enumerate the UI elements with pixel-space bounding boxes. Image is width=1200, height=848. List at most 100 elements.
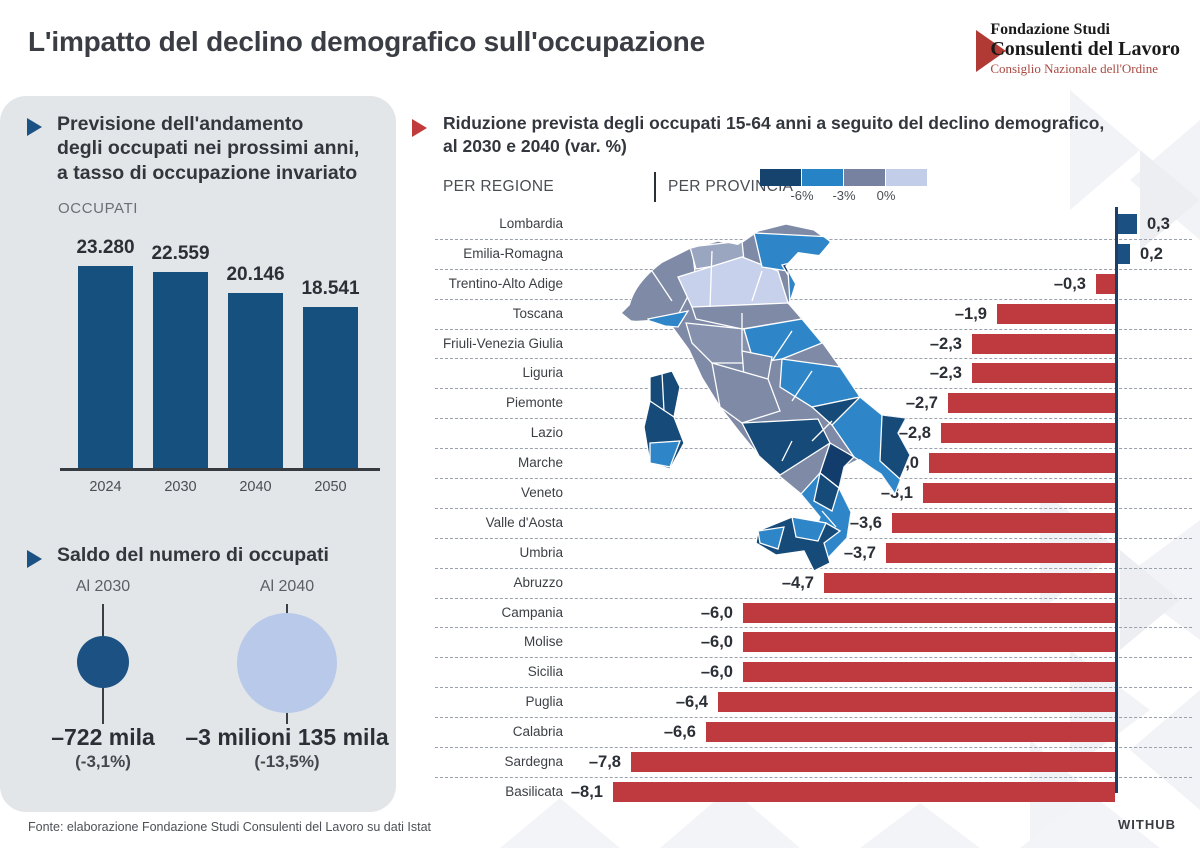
fondazione-logo: Fondazione Studi Consulenti del Lavoro C… bbox=[976, 21, 1180, 76]
logo-line2: Consulenti del Lavoro bbox=[990, 37, 1180, 60]
region-row: Veneto –3,1 bbox=[435, 479, 1192, 509]
tab-divider bbox=[653, 172, 656, 202]
region-bar bbox=[743, 632, 1115, 653]
region-row: Molise –6,0 bbox=[435, 628, 1192, 659]
region-value: –2,7 bbox=[905, 394, 938, 413]
withub-brand: WITHUB bbox=[1118, 817, 1176, 832]
logo-line3: Consiglio Nazionale dell'Ordine bbox=[990, 60, 1159, 76]
bar-category-label: 2024 bbox=[89, 479, 122, 495]
region-row: Piemonte –2,7 bbox=[435, 389, 1192, 420]
blue-arrow-icon bbox=[27, 118, 42, 136]
saldo-2040-value: –3 milioni 135 mila bbox=[185, 724, 389, 750]
region-value: –1,9 bbox=[954, 304, 987, 323]
region-value: –3,1 bbox=[880, 484, 913, 503]
saldo-2040-label: Al 2040 bbox=[259, 578, 315, 595]
region-bar bbox=[886, 542, 1115, 563]
region-label: Marche bbox=[517, 455, 563, 471]
region-label: Friuli-Venezia Giulia bbox=[442, 335, 563, 351]
region-row: Lazio –2,8 bbox=[435, 419, 1192, 450]
region-label: Campania bbox=[501, 604, 563, 620]
reduction-heading: Riduzione prevista degli occupati 15-64 … bbox=[443, 113, 1105, 156]
forecast-heading: Previsione dell'andamento degli occupati… bbox=[57, 113, 360, 184]
region-value: –6,0 bbox=[700, 603, 733, 622]
region-value: –6,0 bbox=[700, 633, 733, 652]
blue-arrow-icon bbox=[27, 550, 42, 568]
saldo-2030-group: Al 2030 –722 mila (-3,1%) bbox=[0, 578, 213, 771]
region-bar bbox=[923, 483, 1115, 504]
legend-segment bbox=[802, 169, 843, 186]
region-bar bbox=[706, 722, 1115, 743]
region-bar bbox=[718, 692, 1115, 713]
bar-value-label: 18.541 bbox=[301, 278, 360, 299]
legend-ticks: -6% -3% 0% bbox=[760, 186, 927, 203]
region-label: Valle d'Aosta bbox=[485, 514, 563, 530]
region-label: Piemonte bbox=[505, 395, 563, 411]
saldo-2030-bubble bbox=[77, 636, 129, 688]
region-bar bbox=[972, 363, 1115, 384]
occupati-chart: 23.280 2024 22.559 2030 20.146 2040 18.541 2050 bbox=[60, 237, 380, 495]
region-row: Emilia-Romagna 0,2 bbox=[435, 240, 1192, 270]
region-row: Sardegna –7,8 bbox=[435, 748, 1192, 778]
bar-category-label: 2050 bbox=[314, 479, 347, 495]
region-value: 0,3 bbox=[1147, 215, 1170, 233]
legend-color-bar bbox=[760, 169, 927, 186]
region-label: Emilia-Romagna bbox=[463, 245, 563, 261]
bar-value-label: 22.559 bbox=[151, 243, 210, 264]
region-label: Liguria bbox=[522, 365, 563, 381]
region-row: Abruzzo –4,7 bbox=[435, 569, 1192, 599]
bar-category-label: 2030 bbox=[164, 479, 197, 495]
page-title: L'impatto del declino demografico sull'o… bbox=[28, 26, 705, 57]
region-label: Sardegna bbox=[504, 754, 563, 770]
bar bbox=[153, 272, 208, 468]
region-label: Lazio bbox=[530, 425, 563, 441]
region-label: Abruzzo bbox=[513, 574, 563, 590]
saldo-2040-pct: (-13,5%) bbox=[254, 752, 320, 771]
bar bbox=[303, 307, 358, 468]
region-label: Trentino-Alto Adige bbox=[448, 275, 563, 291]
region-bar bbox=[743, 602, 1115, 623]
region-label: Lombardia bbox=[499, 216, 563, 231]
region-row: Toscana –1,9 bbox=[435, 300, 1192, 330]
saldo-heading: Saldo del numero di occupati bbox=[57, 544, 329, 566]
region-bar bbox=[743, 662, 1115, 683]
region-value: –6,6 bbox=[663, 723, 696, 742]
region-bar bbox=[613, 781, 1115, 802]
region-label: Basilicata bbox=[505, 783, 563, 799]
tab-per-regione[interactable]: PER REGIONE bbox=[443, 178, 554, 195]
region-value: –3,7 bbox=[843, 543, 876, 562]
bar-value-label: 20.146 bbox=[226, 264, 285, 285]
region-bar bbox=[824, 572, 1115, 593]
region-row: Umbria –3,7 bbox=[435, 539, 1192, 569]
region-value: –2,3 bbox=[929, 364, 962, 383]
region-row: Liguria –2,3 bbox=[435, 359, 1192, 390]
region-row: Trentino-Alto Adige –0,3 bbox=[435, 270, 1192, 300]
legend-segment bbox=[886, 169, 927, 186]
region-chart-rows: Lombardia 0,3 Emilia-Romagna 0,2 Trentino-Al… bbox=[435, 210, 1192, 807]
bar-value-label: 23.280 bbox=[76, 237, 135, 258]
region-row: Campania –6,0 bbox=[435, 599, 1192, 629]
bar bbox=[78, 266, 133, 468]
region-value: –8,1 bbox=[570, 782, 603, 801]
region-bar bbox=[972, 333, 1115, 354]
region-row: Calabria –6,6 bbox=[435, 718, 1192, 749]
region-value: 0,2 bbox=[1140, 244, 1163, 263]
region-row: Friuli-Venezia Giulia –2,3 bbox=[435, 330, 1192, 360]
region-value: –4,7 bbox=[781, 573, 814, 592]
region-label: Calabria bbox=[512, 724, 563, 740]
region-label: Puglia bbox=[525, 694, 563, 710]
region-bar bbox=[941, 423, 1115, 444]
region-label: Veneto bbox=[520, 485, 563, 501]
legend-segment bbox=[844, 169, 885, 186]
region-value: –2,3 bbox=[929, 334, 962, 353]
region-row: Lombardia 0,3 bbox=[435, 210, 1192, 240]
logo-triangle-icon bbox=[976, 29, 1007, 72]
bar bbox=[228, 293, 283, 468]
region-value: –0,3 bbox=[1053, 274, 1086, 293]
legend-segment bbox=[760, 169, 801, 186]
region-value: –6,0 bbox=[700, 663, 733, 682]
region-row: Valle d'Aosta –3,6 bbox=[435, 509, 1192, 539]
saldo-2030-pct: (-3,1%) bbox=[75, 752, 131, 771]
view-tabs: PER REGIONE PER PROVINCIA bbox=[443, 172, 793, 202]
region-bar-chart: Lombardia 0,3 Emilia-Romagna 0,2 Trentino-Al… bbox=[435, 207, 1192, 802]
